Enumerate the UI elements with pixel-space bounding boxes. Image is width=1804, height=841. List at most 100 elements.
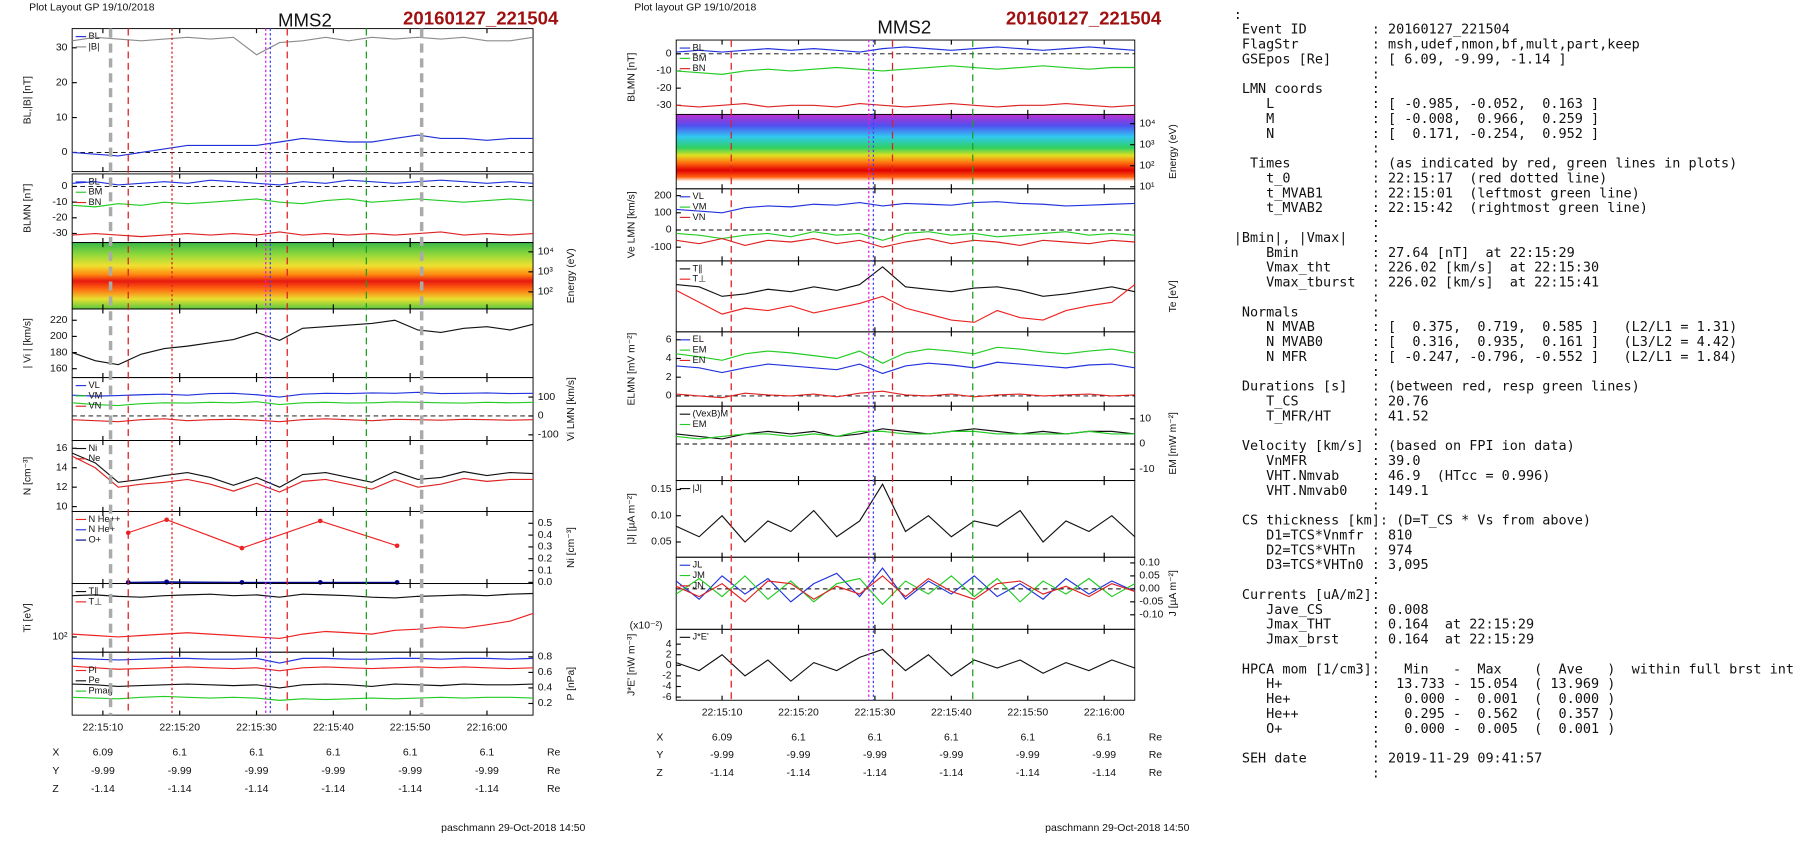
y-tick-label: 0 [666, 225, 672, 236]
y-tick-label: 10² [52, 632, 68, 643]
y-tick-label: 10⁴ [538, 247, 554, 258]
legend-label: N He++ [88, 514, 120, 524]
legend-label: EM [693, 345, 707, 355]
y-tick-label: 10 [56, 501, 68, 512]
summary-line: T_MFR/HT : 41.52 [1234, 410, 1429, 425]
legend-label: Pe [88, 675, 99, 685]
panel-frame [71, 173, 534, 244]
x-tick-label: 22:15:40 [931, 708, 972, 719]
legend-label: JL [693, 560, 703, 570]
position-value: -9.99 [710, 750, 734, 761]
spectrogram [676, 114, 1135, 189]
series-line [675, 575, 1135, 603]
summary-line: : [1234, 499, 1380, 514]
y-tick-label: 14 [56, 463, 68, 474]
legend-label: JM [693, 570, 705, 580]
summary-line: : [1234, 573, 1380, 588]
legend-label: VN [693, 212, 706, 222]
series-line [72, 695, 534, 701]
y-tick-label: 0 [62, 181, 68, 192]
legend-label: VL [88, 380, 99, 390]
summary-line: CS thickness [km]: (D=T_CS * Vs from abo… [1234, 514, 1591, 529]
summary-line: : [1234, 8, 1242, 23]
summary-line: L : [ -0.985, -0.052, 0.163 ] [1234, 97, 1599, 112]
spacecraft-title: MMS2 [278, 10, 332, 31]
summary-line: : [1234, 291, 1380, 306]
panel-frame [675, 480, 1136, 558]
legend-label: Pi [88, 665, 96, 675]
series-line [72, 198, 534, 208]
summary-line: HPCA mom [1/cm3]: Min - Max ( Ave ) with… [1234, 662, 1794, 677]
y-tick-label: 0 [538, 411, 544, 422]
series-line [72, 612, 534, 640]
y-tick-label: 10 [1139, 414, 1151, 425]
series-line [72, 665, 534, 672]
position-label: Z [52, 784, 59, 795]
data-point [317, 518, 323, 524]
legend-label: |B| [88, 41, 99, 51]
summary-line: Event ID : 20160127_221504 [1234, 23, 1510, 38]
summary-line: M : [ -0.008, 0.966, 0.259 ] [1234, 112, 1599, 127]
legend-label: BL [88, 176, 99, 186]
series-line [72, 36, 534, 56]
series-line [128, 519, 398, 549]
y-tick-label: -0.10 [1139, 610, 1163, 621]
y-axis-label: BLMN [nT] [23, 184, 34, 233]
summary-line: Bmin : 27.64 [nT] at 22:15:29 [1234, 246, 1575, 261]
summary-line: VnMFR : 39.0 [1234, 454, 1421, 469]
y-tick-label: 0 [62, 147, 68, 158]
series-line [72, 134, 534, 157]
y-tick-label: 0 [1139, 439, 1145, 450]
position-value: -9.99 [91, 766, 115, 777]
position-value: -1.14 [475, 784, 499, 795]
summary-line: GSEpos [Re] : [ 6.09, -9.99, -1.14 ] [1234, 53, 1567, 68]
summary-line: : [1234, 737, 1380, 752]
position-value: -1.14 [1016, 768, 1040, 779]
summary-line: N MVAB : [ 0.375, 0.719, 0.585 ] (L2/L1 … [1234, 320, 1737, 335]
y-tick-label: 30 [56, 43, 68, 54]
y-tick-label: 0.1 [538, 565, 553, 576]
y-axis-label: | Vi | [km/s] [23, 318, 34, 368]
y-tick-label: -20 [52, 213, 67, 224]
y-tick-label: 0.10 [651, 511, 672, 522]
legend-label: (VexB)M [693, 409, 729, 419]
x-tick-label: 22:16:00 [467, 723, 508, 734]
summary-line: N MFR : [ -0.247, -0.796, -0.552 ] (L2/L… [1234, 350, 1737, 365]
series-line [72, 231, 534, 238]
series-line [72, 391, 534, 398]
summary-line: SEH date : 2019-11-29 09:41:57 [1234, 752, 1543, 767]
y-tick-label: -10 [52, 197, 67, 208]
x-tick-label: 22:15:50 [1007, 708, 1048, 719]
y-tick-label: 4 [666, 353, 672, 364]
position-value: -9.99 [168, 766, 192, 777]
position-label: Y [656, 750, 663, 761]
summary-line: t_MVAB1 : 22:15:01 (leftmost green line) [1234, 186, 1640, 201]
legend-label: EM [693, 419, 707, 429]
summary-line: H+ : 13.733 - 15.054 ( 13.969 ) [1234, 677, 1616, 692]
y-tick-label: -6 [662, 692, 672, 703]
y-tick-label: 0 [666, 49, 672, 60]
position-value: -9.99 [787, 750, 811, 761]
legend-label: VL [693, 191, 704, 201]
y-tick-label: 10 [56, 112, 68, 123]
position-value: 6.1 [1020, 733, 1035, 744]
footer: paschmann 29-Oct-2018 14:50 [1045, 823, 1189, 834]
panel-frame [71, 377, 534, 441]
series-line [676, 428, 1135, 440]
y-tick-label: 180 [50, 347, 68, 358]
legend-label: VM [693, 202, 707, 212]
y-tick-label: 2 [666, 372, 672, 383]
y-axis-label: |J| [µA m⁻²] [627, 493, 638, 545]
position-value: -9.99 [1016, 750, 1040, 761]
panel-frame [675, 556, 1136, 630]
summary-line: : [1234, 67, 1380, 82]
y-tick-label: -100 [651, 242, 672, 253]
position-value: -1.14 [863, 768, 887, 779]
summary-line: LMN coords : [1234, 82, 1380, 97]
legend-label: BL [693, 43, 704, 53]
y-tick-label: 0.4 [538, 530, 553, 541]
position-value: -1.14 [787, 768, 811, 779]
x-tick-label: 22:15:10 [702, 708, 743, 719]
summary-line: : [1234, 216, 1380, 231]
layout-title: Plot Layout GP 19/10/2018 [29, 3, 155, 14]
